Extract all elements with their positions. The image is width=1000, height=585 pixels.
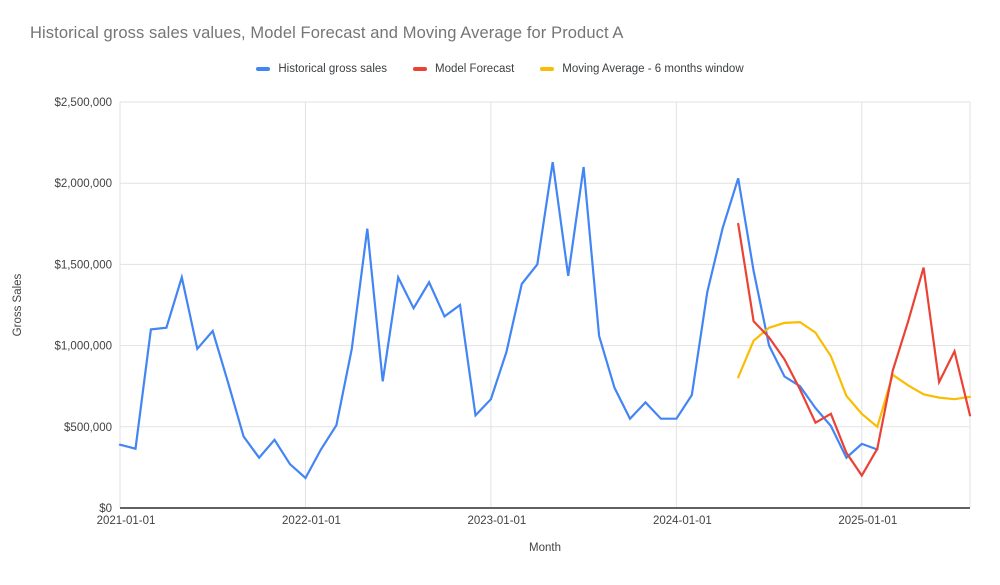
x-tick-label: 2025-01-01 xyxy=(838,515,897,527)
legend-swatch-moving-average-icon xyxy=(540,67,555,71)
series-line-2 xyxy=(737,222,972,478)
legend-label-forecast: Model Forecast xyxy=(435,63,515,75)
x-tick-label: 2024-01-01 xyxy=(653,515,712,527)
y-tick-label: $2,000,000 xyxy=(54,178,112,190)
chart-legend: Historical gross sales Model Forecast Mo… xyxy=(0,63,1000,75)
legend-label-historical: Historical gross sales xyxy=(278,63,388,75)
series-line-1 xyxy=(737,320,972,429)
y-axis-title: Gross Sales xyxy=(12,273,24,337)
y-tick-label: $1,500,000 xyxy=(54,259,112,271)
x-tick-label: 2021-01-01 xyxy=(97,515,156,527)
legend-swatch-forecast-icon xyxy=(413,67,428,71)
legend-item-historical-gross-sales: Historical gross sales xyxy=(256,63,387,75)
y-tick-label: $2,500,000 xyxy=(54,97,112,109)
y-tick-label: $500,000 xyxy=(64,422,112,434)
x-tick-label: 2022-01-01 xyxy=(282,515,341,527)
chart-title: Historical gross sales values, Model For… xyxy=(30,24,624,42)
x-tick-label: 2023-01-01 xyxy=(467,515,526,527)
legend-swatch-historical-icon xyxy=(256,67,271,71)
legend-item-moving-average: Moving Average - 6 months window xyxy=(540,63,744,75)
y-tick-label: $0 xyxy=(99,503,112,515)
x-axis-title: Month xyxy=(529,542,561,554)
y-tick-label: $1,000,000 xyxy=(54,341,112,353)
series-line-0 xyxy=(118,161,879,480)
legend-label-moving-average: Moving Average - 6 months window xyxy=(562,63,744,75)
legend-item-model-forecast: Model Forecast xyxy=(413,63,514,75)
